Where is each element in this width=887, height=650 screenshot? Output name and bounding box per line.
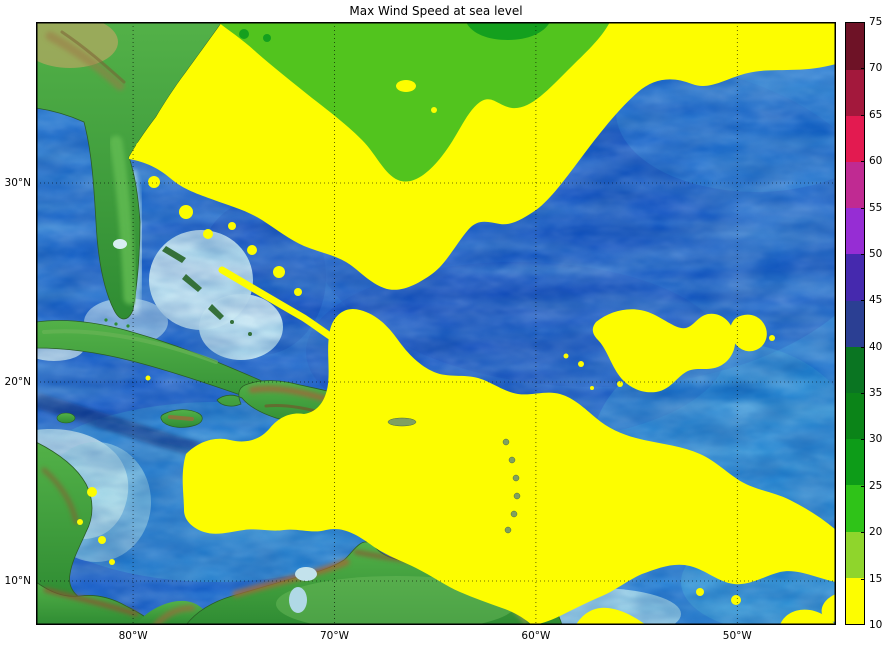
island-chain-lesser-antilles [387, 417, 521, 534]
colorbar-band-50-55 [846, 207, 864, 255]
colorbar-tick [861, 114, 865, 116]
colorbar-band-60-65 [846, 115, 864, 163]
wind-band-20-25 [466, 22, 550, 40]
colorbar-band-25-30 [846, 438, 864, 486]
wind-band-10-15-caribbean [182, 308, 837, 625]
colorbar-tick-label: 55 [869, 201, 883, 214]
wind-band-10-15-midatlantic-patches [563, 309, 775, 393]
colorbar-band-45-50 [846, 254, 864, 301]
land-bahamas [162, 246, 252, 336]
colorbar-tick-label: 65 [869, 108, 883, 121]
colorbar-band-35-40 [846, 346, 864, 394]
lon-tick-label: 60°W [521, 630, 551, 642]
colorbar-tick [861, 300, 865, 302]
lon-tick-label: 70°W [319, 630, 349, 642]
lat-tick-label: 30°N [4, 176, 31, 189]
colorbar-band-70-75 [846, 23, 864, 70]
colorbar-tick-label: 40 [869, 340, 883, 353]
graticule-layer [36, 22, 836, 625]
colorbar-tick [861, 346, 865, 348]
colorbar-tick [861, 253, 865, 255]
map-area [16, 16, 887, 640]
colorbar [845, 22, 865, 625]
colorbar-tick [861, 439, 865, 441]
colorbar-tick-label: 15 [869, 572, 883, 585]
colorbar-tick [861, 485, 865, 487]
colorbar-band-10-15 [846, 577, 864, 625]
colorbar-band-40-45 [846, 300, 864, 347]
colorbar-tick [861, 624, 865, 625]
colorbar-tick-label: 70 [869, 62, 883, 75]
colorbar-tick [861, 161, 865, 163]
colorbar-tick [861, 578, 865, 580]
colorbar-band-65-70 [846, 69, 864, 116]
colorbar-band-15-20 [846, 531, 864, 578]
lat-tick-label: 10°N [4, 575, 31, 588]
wind-overlay-green-band [218, 22, 610, 182]
colorbar-tick-label: 25 [869, 479, 883, 492]
colorbar-tick-label: 10 [869, 619, 883, 631]
colorbar-band-55-60 [846, 161, 864, 209]
colorbar-tick [861, 393, 865, 395]
wind-band-10-15-southeast-bits [576, 588, 836, 625]
colorbar-tick [861, 22, 865, 23]
lon-tick-label: 80°W [118, 630, 148, 642]
plot-title: Max Wind Speed at sea level [349, 4, 523, 18]
wind-band-15-20 [218, 22, 610, 182]
colorbar-tick-label: 60 [869, 155, 883, 168]
map-canvas [16, 16, 887, 640]
colorbar-band-30-35 [846, 392, 864, 440]
colorbar-tick-label: 30 [869, 433, 883, 446]
colorbar-tick-label: 45 [869, 294, 883, 307]
colorbar-band-20-25 [846, 485, 864, 532]
lat-tick-label: 20°N [4, 376, 31, 388]
colorbar-tick-label: 50 [869, 247, 883, 260]
colorbar-tick [861, 207, 865, 209]
map-frame [36, 22, 836, 625]
colorbar-tick-label: 20 [869, 526, 883, 539]
colorbar-tick [861, 532, 865, 534]
colorbar-tick-label: 35 [869, 387, 883, 400]
colorbar-tick [861, 68, 865, 70]
lon-tick-label: 50°W [722, 630, 752, 642]
colorbar-tick-label: 75 [869, 16, 883, 28]
